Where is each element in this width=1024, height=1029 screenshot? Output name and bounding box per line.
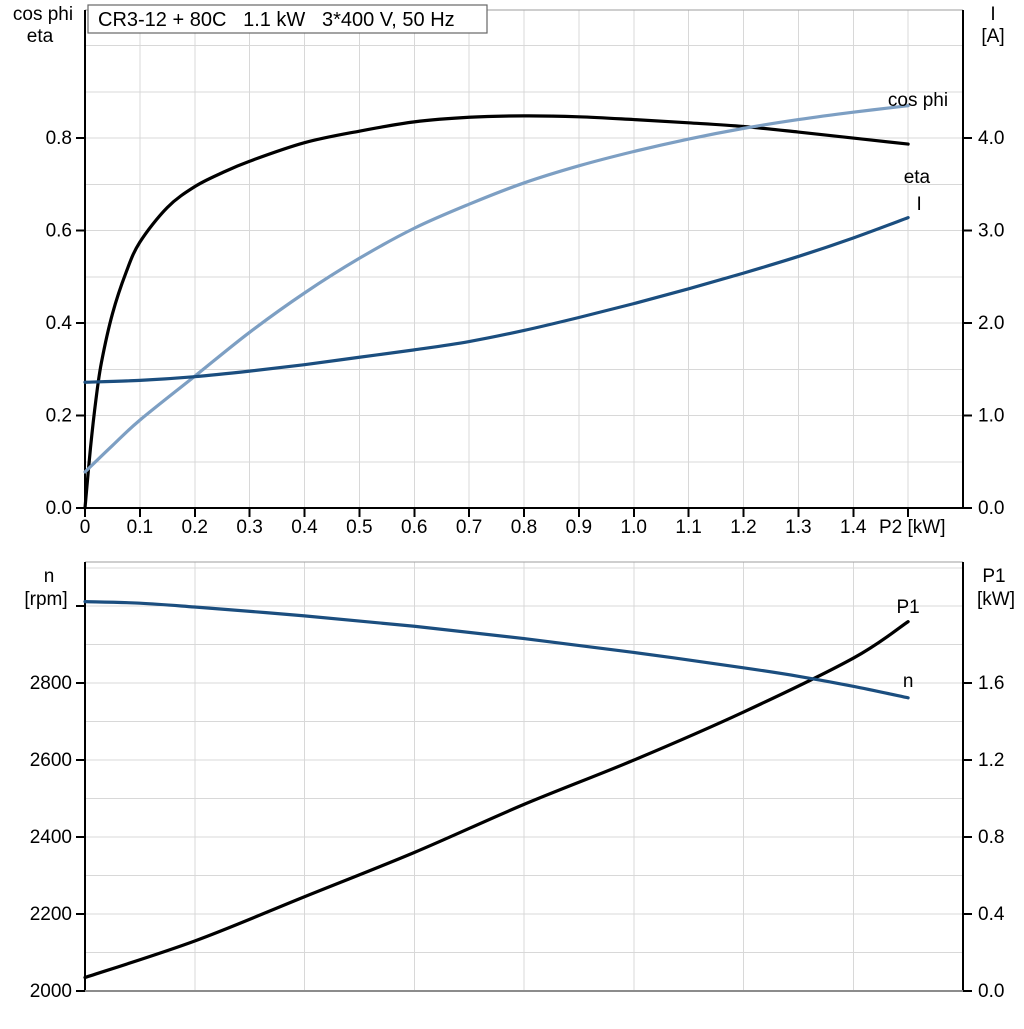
top-chart: 0 0.1 0.2 0.3 0.4 0.5 0.6 0.7 0.8 0.9 1.0 1.1 1.2 1.3… xyxy=(46,9,1005,538)
y-right-tick-label: 0.4 xyxy=(978,904,1005,925)
series-I xyxy=(83,216,910,384)
y-left-tick-label: 0.4 xyxy=(46,313,73,334)
chart-title: CR3-12 + 80C 1.1 kW 3*400 V, 50 Hz xyxy=(98,9,455,31)
y-left-tick-label: 2200 xyxy=(30,904,72,925)
y-left-tick-label: 2000 xyxy=(30,981,72,1002)
y-right-tick-label: 2.0 xyxy=(978,313,1004,334)
gridlines xyxy=(85,10,963,508)
y-right-tick-label: 1.6 xyxy=(978,673,1004,694)
x-tick-label: 1.0 xyxy=(621,517,647,538)
series-curves xyxy=(83,104,910,510)
top-right-axis-title-line1: I xyxy=(990,4,995,25)
series-n xyxy=(83,600,910,700)
top-left-axis-title-line1: cos phi xyxy=(13,4,73,25)
chart-title-box: CR3-12 + 80C 1.1 kW 3*400 V, 50 Hz xyxy=(87,4,488,34)
y-right-tick-label: 1.2 xyxy=(978,750,1004,771)
x-tick-label: 0.8 xyxy=(511,517,537,538)
x-tick-label: 0.6 xyxy=(401,517,427,538)
tick-labels: 2000 2200 2400 2600 2800 0.0 0.4 0.8 1.2 1.6 xyxy=(30,673,1005,1002)
x-tick-label: 0.5 xyxy=(346,517,372,538)
x-tick-label: 1.4 xyxy=(840,517,867,538)
x-tick-label: 1.3 xyxy=(785,517,811,538)
x-tick-label: 0.3 xyxy=(236,517,262,538)
y-right-tick-label: 4.0 xyxy=(978,128,1004,149)
y-left-tick-label: 0.0 xyxy=(46,498,72,519)
y-right-tick-label: 3.0 xyxy=(978,221,1004,242)
series-curves xyxy=(83,600,910,980)
y-left-tick-label: 2600 xyxy=(30,750,72,771)
x-tick-label: 0.7 xyxy=(456,517,482,538)
series-cos_phi xyxy=(83,104,910,474)
curve-label-cos_phi: cos phi xyxy=(888,90,948,111)
series-P1 xyxy=(83,620,910,980)
curve-label-n: n xyxy=(903,671,914,692)
curve-label-I: I xyxy=(916,194,921,215)
y-left-tick-label: 0.6 xyxy=(46,221,72,242)
gridlines xyxy=(85,562,963,991)
bottom-right-axis-title-line1: P1 xyxy=(982,566,1005,587)
bottom-right-axis-title-line2: [kW] xyxy=(977,589,1015,610)
bottom-chart: 2000 2200 2400 2600 2800 0.0 0.4 0.8 1.2 1.6 P1 n xyxy=(30,561,1005,1002)
y-left-tick-label: 0.2 xyxy=(46,406,72,427)
top-right-axis-title-line2: [A] xyxy=(981,26,1004,47)
bottom-left-axis-title-line2: [rpm] xyxy=(24,589,67,610)
y-right-tick-label: 0.8 xyxy=(978,827,1004,848)
x-tick-label: 0.4 xyxy=(291,517,318,538)
top-x-axis-title: P2 [kW] xyxy=(879,517,946,538)
y-right-tick-label: 1.0 xyxy=(978,406,1004,427)
curve-labels: eta cos phi I xyxy=(888,90,948,215)
chart-title-frame xyxy=(87,4,488,34)
axis-ticks xyxy=(76,605,972,992)
x-tick-label: 0.1 xyxy=(127,517,153,538)
tick-labels: 0 0.1 0.2 0.3 0.4 0.5 0.6 0.7 0.8 0.9 1.0 1.1 1.2 1.3… xyxy=(46,128,1005,538)
x-tick-label: 0 xyxy=(80,517,91,538)
bottom-left-axis-title-line1: n xyxy=(44,566,55,587)
curve-label-P1: P1 xyxy=(897,597,920,618)
x-tick-label: 1.1 xyxy=(675,517,701,538)
x-tick-label: 0.9 xyxy=(566,517,592,538)
y-right-tick-label: 0.0 xyxy=(978,498,1004,519)
x-tick-label: 0.2 xyxy=(182,517,208,538)
y-left-tick-label: 2400 xyxy=(30,827,72,848)
top-left-axis-title-line2: eta xyxy=(27,26,54,47)
plot-frame xyxy=(84,561,964,992)
series-eta xyxy=(83,114,910,510)
curve-label-eta: eta xyxy=(904,167,931,188)
y-right-tick-label: 0.0 xyxy=(978,981,1004,1002)
axis-ticks xyxy=(76,137,972,517)
curve-labels: P1 n xyxy=(897,597,920,692)
y-left-tick-label: 0.8 xyxy=(46,128,72,149)
x-tick-label: 1.2 xyxy=(730,517,756,538)
y-left-tick-label: 2800 xyxy=(30,673,72,694)
